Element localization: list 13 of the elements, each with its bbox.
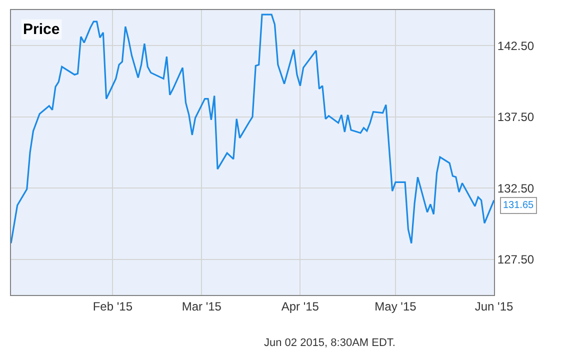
y-tick-label: 137.50 [497,110,534,124]
y-tick-label: 142.50 [497,38,534,53]
line-series [11,14,494,244]
x-tick-label: Jun '15 [474,299,514,314]
x-tick-label: Feb '15 [92,299,133,314]
x-tick-label: Apr '15 [281,299,320,314]
x-tick-label: Mar '15 [182,299,222,314]
y-tick-label: 127.50 [497,252,534,267]
annotation: 131.65 [503,200,534,211]
x-tick-label: May '15 [374,299,417,314]
text: Jun 02 2015, 8:30AM EDT. [264,337,396,349]
text: Price [23,21,60,38]
y-tick-label: 132.50 [497,181,534,196]
